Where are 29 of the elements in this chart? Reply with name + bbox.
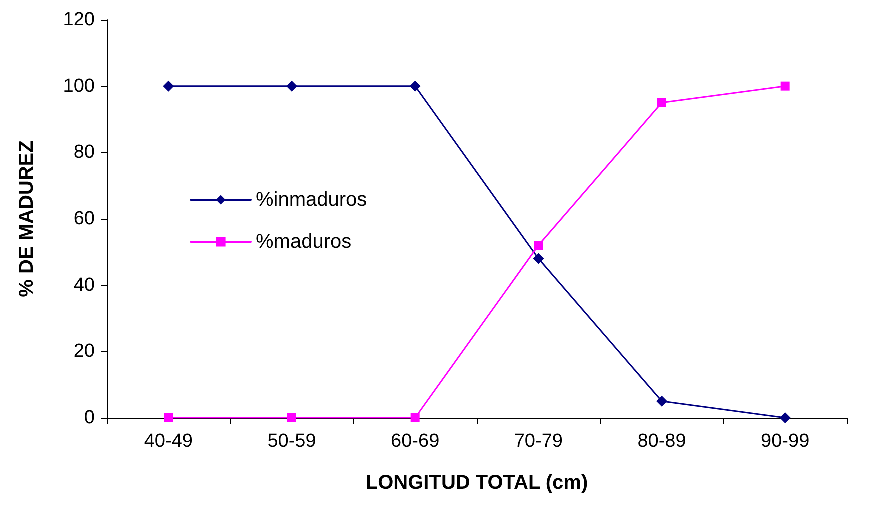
y-tick-label: 120	[63, 10, 95, 30]
point	[410, 80, 421, 92]
point	[410, 414, 420, 422]
point	[656, 396, 668, 407]
point	[534, 241, 544, 250]
x-tick-label: 40-49	[144, 431, 193, 452]
y-tick-label: 80	[74, 142, 95, 164]
x-tick-label: 80-89	[638, 431, 686, 452]
point	[658, 98, 666, 108]
point	[163, 80, 174, 92]
x-axis-title: LONGITUD TOTAL (cm)	[366, 472, 588, 494]
x-tick-label: 70-79	[514, 431, 563, 452]
y-tick-label: 0	[84, 408, 95, 428]
x-tick-label: 50-59	[268, 431, 316, 452]
legend-label: %maduros	[256, 231, 352, 253]
y-tick-label: 60	[74, 208, 95, 230]
y-tick-label: 40	[74, 274, 95, 296]
point	[286, 80, 298, 92]
point	[288, 414, 296, 422]
legend-label: %inmaduros	[256, 189, 368, 211]
x-tick-label: 60-69	[391, 431, 440, 452]
point	[533, 253, 544, 264]
y-tick-label: 20	[74, 341, 95, 362]
x-tick-label: 90-99	[761, 431, 810, 452]
y-axis-title: % DE MADUREZ	[16, 140, 38, 298]
point	[780, 82, 790, 91]
point	[780, 412, 791, 424]
y-tick-label: 100	[63, 76, 95, 97]
point	[164, 414, 174, 422]
